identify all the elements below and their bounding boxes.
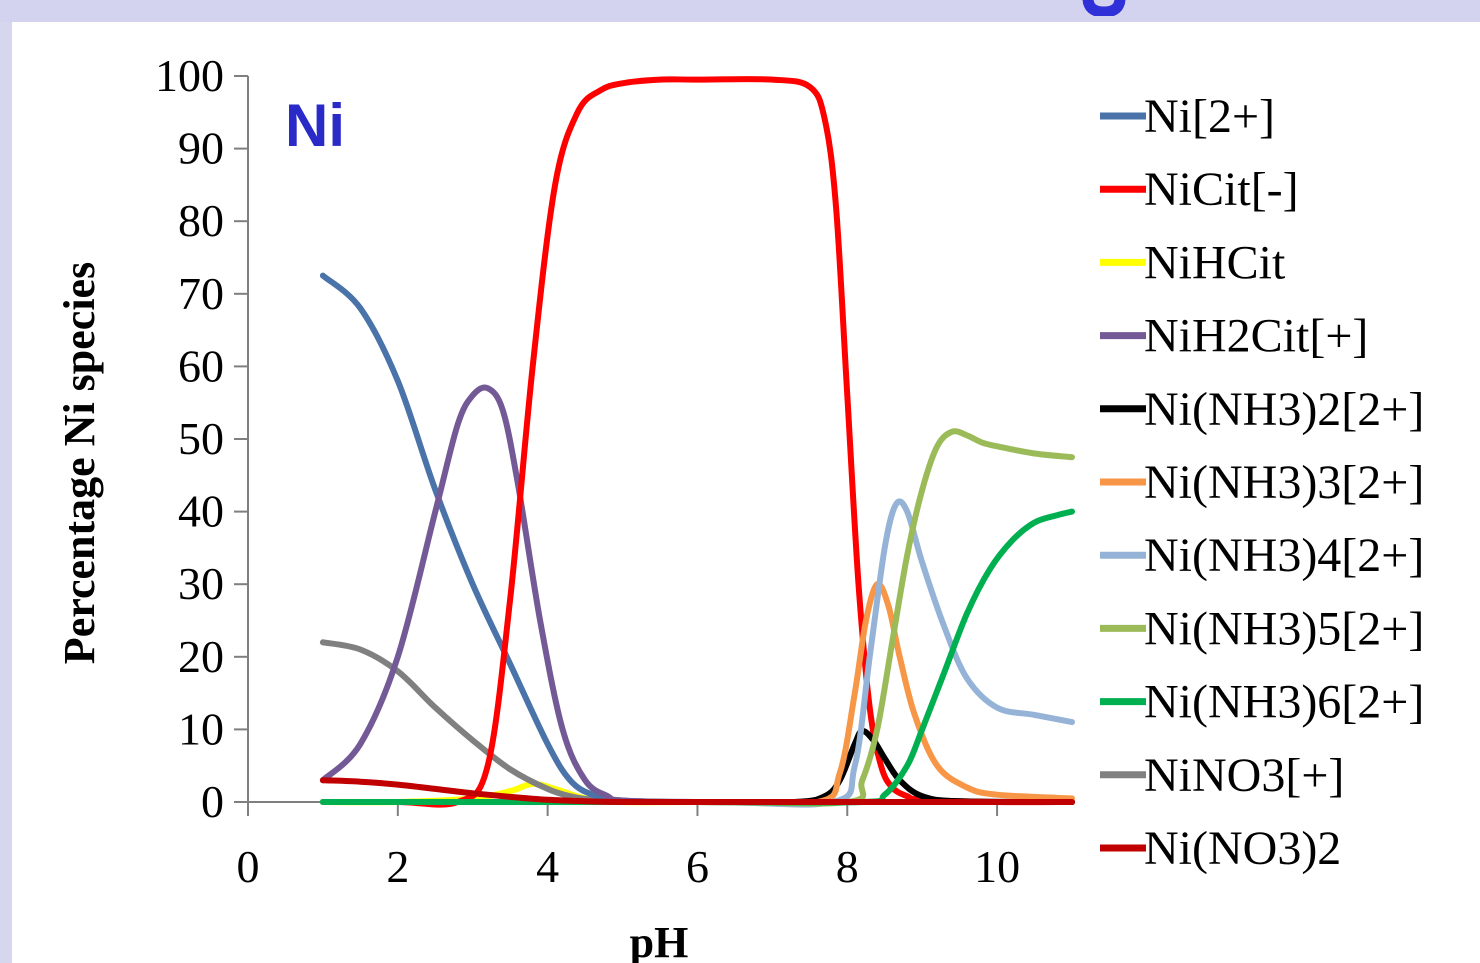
legend-label-ni-2: Ni[2+] xyxy=(1144,90,1275,143)
y-tick-label: 0 xyxy=(201,776,224,827)
x-tick-label: 10 xyxy=(974,841,1020,892)
y-tick-label: 50 xyxy=(178,413,224,464)
x-tick-label: 2 xyxy=(386,841,409,892)
slide-title-band xyxy=(0,0,1480,22)
y-tick-label: 30 xyxy=(178,558,224,609)
y-tick-label: 60 xyxy=(178,340,224,391)
legend-label-ni-nh3-3-2: Ni(NH3)3[2+] xyxy=(1144,456,1424,509)
y-tick-label: 70 xyxy=(178,268,224,319)
slide-title-fragment xyxy=(1082,0,1142,16)
legend-label-ni-nh3-6-2: Ni(NH3)6[2+] xyxy=(1144,676,1424,729)
series-line-ni-nh3-6-2 xyxy=(319,508,1075,806)
series-line-ni-2 xyxy=(319,272,1075,806)
series-line-ni-nh3-4-2 xyxy=(319,498,1075,808)
series-line-nicit xyxy=(319,76,1075,808)
y-tick-label: 40 xyxy=(178,486,224,537)
legend-label-nih2cit: NiH2Cit[+] xyxy=(1144,310,1368,363)
legend-label-ni-nh3-5-2: Ni(NH3)5[2+] xyxy=(1144,602,1424,655)
legend-label-ni-nh3-4-2: Ni(NH3)4[2+] xyxy=(1144,529,1424,582)
legend-label-nihcit: NiHCit xyxy=(1144,236,1286,289)
y-tick-label: 20 xyxy=(178,631,224,682)
series-line-nih2cit xyxy=(319,384,1075,806)
y-tick-label: 100 xyxy=(155,50,224,101)
x-tick-label: 0 xyxy=(237,841,260,892)
legend-label-ni-nh3-2-2: Ni(NH3)2[2+] xyxy=(1144,383,1424,436)
title-glyph-fragment xyxy=(1082,0,1126,16)
x-tick-label: 4 xyxy=(536,841,559,892)
legend-label-nino3: NiNO3[+] xyxy=(1144,749,1344,802)
x-axis-title: pH xyxy=(630,918,689,963)
series-line-ni-nh3-3-2 xyxy=(319,580,1075,808)
element-label: Ni xyxy=(285,92,345,159)
y-tick-label: 10 xyxy=(178,703,224,754)
y-tick-label: 90 xyxy=(178,123,224,174)
species-distribution-chart: 0 10 20 30 40 50 60 70 80 90 100 0 2 4 6 8 10 Ni[2+] NiCi… xyxy=(55,50,1424,963)
chart-legend: Ni[2+] NiCit[-] NiHCit NiH2Cit[+] Ni(NH3)2[2… xyxy=(1100,90,1424,875)
series-line-ni-no3-2 xyxy=(319,777,1075,806)
chart-axes: 0 10 20 30 40 50 60 70 80 90 100 0 2 4 6 8 10 xyxy=(155,50,1072,892)
chart-panel: 0 10 20 30 40 50 60 70 80 90 100 0 2 4 6 8 10 Ni[2+] NiCi… xyxy=(12,22,1480,963)
x-tick-label: 8 xyxy=(836,841,859,892)
y-tick-label: 80 xyxy=(178,195,224,246)
legend-label-ni-no3-2: Ni(NO3)2 xyxy=(1144,822,1341,875)
legend-label-nicit: NiCit[-] xyxy=(1144,163,1299,216)
x-tick-label: 6 xyxy=(686,841,709,892)
y-axis-title: Percentage Ni species xyxy=(55,262,104,664)
chart-series xyxy=(319,76,1075,808)
